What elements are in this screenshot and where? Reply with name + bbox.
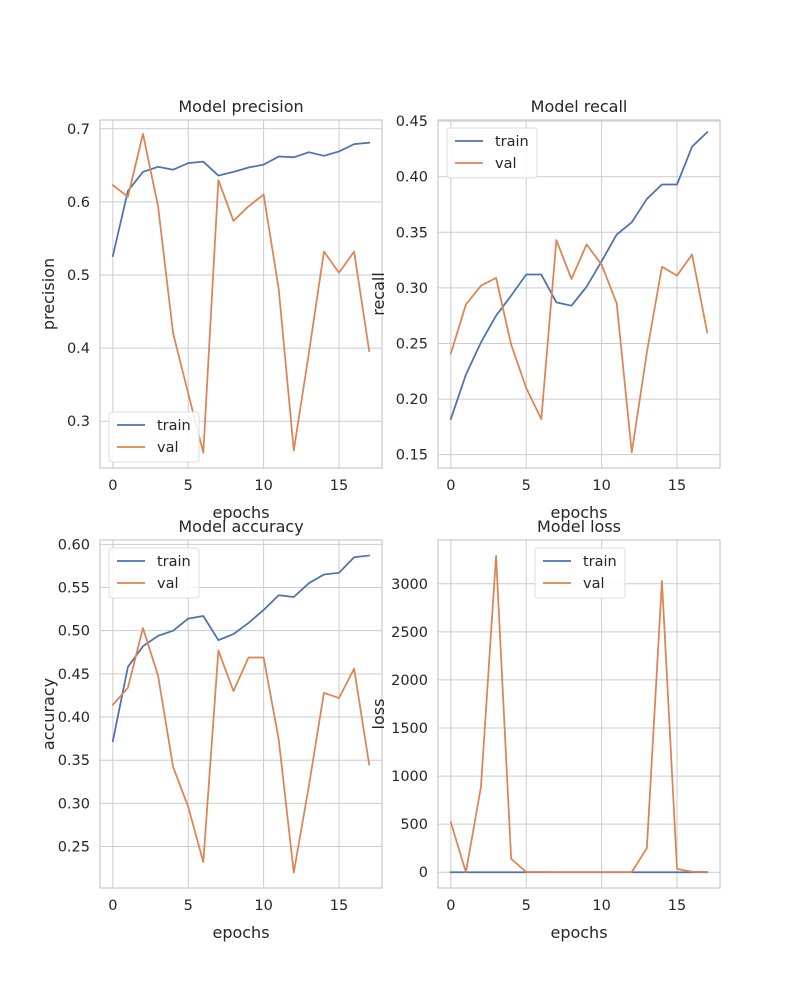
- y-tick-label: 0.45: [58, 667, 90, 683]
- y-tick-label: 0: [419, 865, 428, 881]
- legend-label-val: val: [495, 156, 517, 172]
- y-axis-label: recall: [369, 272, 388, 316]
- legend-label-train: train: [495, 134, 529, 150]
- legend-label-train: train: [157, 418, 191, 434]
- x-axis-label: epochs: [550, 503, 607, 522]
- x-tick-label: 10: [592, 478, 610, 494]
- plot-frame: [437, 119, 721, 469]
- y-tick-label: 0.5: [67, 268, 90, 284]
- y-tick-label: 0.4: [67, 341, 90, 357]
- y-tick-label: 0.45: [396, 114, 428, 130]
- y-axis-label: precision: [39, 258, 58, 330]
- y-tick-label: 0.30: [396, 281, 428, 297]
- y-tick-label: 0.40: [396, 170, 428, 186]
- x-tick-label: 10: [254, 898, 272, 914]
- subplot-accuracy: 0 5 10 15 0.25 0.30 0.35 0.40 0.45 0.50 0.55 0.60 Mo…: [39, 517, 383, 942]
- x-axis-label: epochs: [212, 503, 269, 522]
- legend-label-val: val: [157, 440, 179, 456]
- plot-frame: [99, 119, 383, 469]
- x-axis-label: epochs: [550, 923, 607, 942]
- y-tick-label: 500: [400, 817, 428, 833]
- x-tick-label: 15: [668, 898, 686, 914]
- y-tick-label: 2500: [391, 625, 428, 641]
- series-line-train: [449, 130, 709, 421]
- y-tick-label: 1500: [391, 721, 428, 737]
- x-tick-label: 10: [592, 898, 610, 914]
- plot-frame: [437, 539, 721, 889]
- subplot-loss: 0 5 10 15 0 500 1000 1500 2000 2500 3000 Model loss…: [369, 517, 721, 942]
- x-tick-label: 10: [254, 478, 272, 494]
- x-tick-label: 15: [330, 478, 348, 494]
- series-line-train: [111, 141, 371, 258]
- y-tick-label: 0.15: [396, 448, 428, 464]
- x-tick-label: 5: [522, 898, 531, 914]
- y-tick-label: 0.35: [58, 753, 90, 769]
- legend-label-val: val: [583, 576, 605, 592]
- series-line-val: [111, 133, 371, 454]
- x-tick-label: 5: [184, 898, 193, 914]
- y-tick-label: 0.55: [58, 580, 90, 596]
- y-tick-label: 2000: [391, 673, 428, 689]
- chart-title: Model recall: [531, 97, 628, 116]
- y-tick-label: 0.30: [58, 796, 90, 812]
- y-tick-label: 0.40: [58, 710, 90, 726]
- plot-frame: [99, 539, 383, 889]
- x-tick-label: 15: [668, 478, 686, 494]
- legend-label-train: train: [583, 554, 617, 570]
- x-tick-label: 0: [446, 478, 455, 494]
- chart-title: Model accuracy: [178, 517, 303, 536]
- y-tick-label: 0.3: [67, 414, 90, 430]
- x-tick-label: 15: [330, 898, 348, 914]
- legend: train val: [108, 411, 200, 463]
- subplot-recall: 0 5 10 15 0.15 0.20 0.25 0.30 0.35 0.40 0.45 Model …: [369, 97, 721, 522]
- legend: train val: [534, 547, 626, 599]
- y-tick-label: 0.7: [67, 122, 90, 138]
- y-tick-label: 0.25: [396, 336, 428, 352]
- y-axis-label: accuracy: [39, 678, 58, 750]
- series-line-train: [111, 554, 371, 743]
- y-tick-label: 0.6: [67, 195, 90, 211]
- x-tick-label: 0: [446, 898, 455, 914]
- y-tick-label: 0.50: [58, 624, 90, 640]
- y-tick-label: 0.20: [396, 392, 428, 408]
- series-line-val: [449, 239, 709, 454]
- legend: train val: [446, 127, 538, 179]
- y-tick-label: 3000: [391, 577, 428, 593]
- series-line-val: [111, 627, 371, 874]
- y-tick-label: 1000: [391, 769, 428, 785]
- y-tick-label: 0.35: [396, 225, 428, 241]
- x-tick-label: 5: [522, 478, 531, 494]
- y-tick-label: 0.25: [58, 840, 90, 856]
- x-tick-label: 0: [108, 898, 117, 914]
- legend-label-train: train: [157, 554, 191, 570]
- x-tick-label: 0: [108, 478, 117, 494]
- chart-title: Model loss: [537, 517, 621, 536]
- legend-label-val: val: [157, 576, 179, 592]
- y-axis-label: loss: [369, 699, 388, 730]
- legend: train val: [108, 547, 200, 599]
- series-line-val: [449, 554, 709, 874]
- chart-title: Model precision: [178, 97, 303, 116]
- subplot-precision: 0 5 10 15 0.3 0.4 0.5 0.6 0.7 Model precision epoc…: [39, 97, 383, 522]
- y-tick-label: 0.60: [58, 537, 90, 553]
- x-tick-label: 5: [184, 478, 193, 494]
- x-axis-label: epochs: [212, 923, 269, 942]
